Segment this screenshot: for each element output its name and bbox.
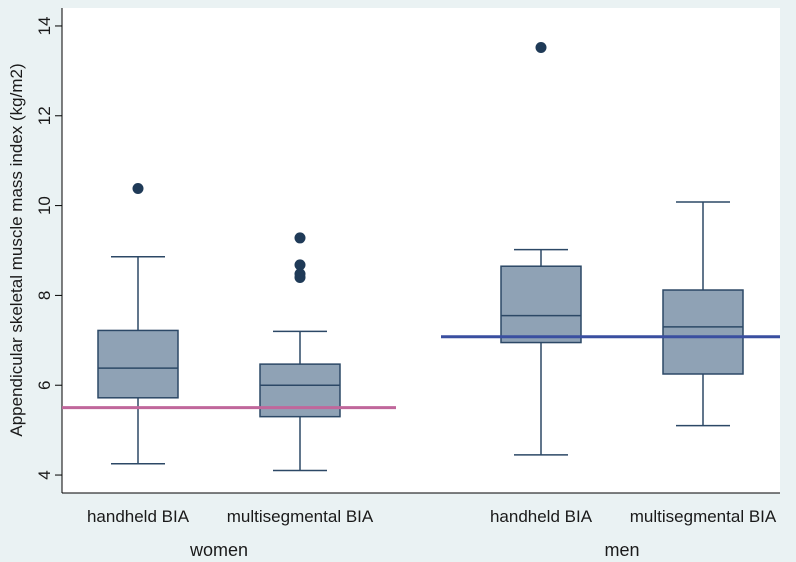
y-tick-label: 8 <box>35 291 54 300</box>
x-tick-label: handheld BIA <box>87 507 190 526</box>
reference-lines <box>62 335 780 410</box>
x-tick-label: multisegmental BIA <box>630 507 777 526</box>
y-tick-label: 12 <box>35 106 54 125</box>
outlier-point <box>294 271 306 283</box>
outlier-point <box>294 259 306 271</box>
x-tick-label: handheld BIA <box>490 507 593 526</box>
plot-area <box>62 8 780 493</box>
y-tick-label: 14 <box>35 17 54 36</box>
chart-marks <box>97 42 744 472</box>
y-axis-ticks: 4 6 8 10 12 14 <box>35 17 62 480</box>
group-label: men <box>604 540 639 560</box>
x-axis-labels: handheld BIA multisegmental BIA women handh… <box>87 507 777 560</box>
y-axis-label: Appendicular skeletal muscle mass index … <box>7 63 26 436</box>
x-tick-label: multisegmental BIA <box>227 507 374 526</box>
box <box>500 265 582 344</box>
y-tick-label: 4 <box>35 470 54 479</box>
y-tick-label: 10 <box>35 196 54 215</box>
outlier-point <box>132 183 144 195</box>
y-tick-label: 6 <box>35 380 54 389</box>
outlier-point <box>294 232 306 244</box>
outlier-point <box>535 42 547 54</box>
box <box>97 329 179 399</box>
group-label: women <box>189 540 248 560</box>
box <box>662 289 744 375</box>
